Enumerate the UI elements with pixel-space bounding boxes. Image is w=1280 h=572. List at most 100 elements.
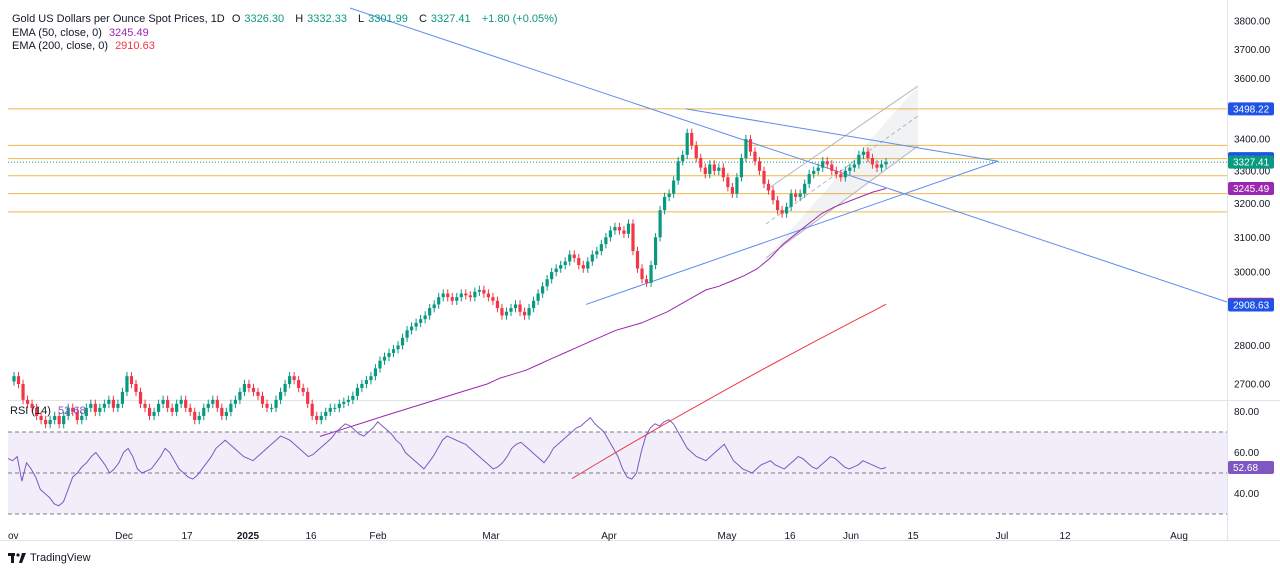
- candle-body: [821, 161, 825, 168]
- time-axis[interactable]: ov Dec 17 2025 16 Feb Mar Apr May 16 Jun 15 Jul 12 Aug: [8, 531, 1188, 542]
- candle-body: [373, 368, 378, 377]
- price-badges: 3498.223338.273336.493327.413245.492910.…: [1228, 102, 1274, 312]
- candle-body: [513, 304, 518, 309]
- candle-body: [414, 322, 418, 327]
- candle-body: [274, 399, 278, 408]
- candle-body: [681, 154, 685, 162]
- candle-body: [211, 399, 215, 404]
- candle-body: [283, 384, 287, 392]
- candle-body: [134, 384, 138, 392]
- candle-body: [545, 279, 549, 287]
- candle-body: [369, 376, 373, 381]
- price-badge-label: 3245.49: [1233, 184, 1270, 195]
- price-tick-label: 3300.00: [1234, 166, 1271, 177]
- candle-body: [71, 407, 75, 412]
- high-label: H: [295, 13, 304, 25]
- tradingview-brand[interactable]: TradingView: [8, 552, 91, 564]
- candle-body: [84, 407, 88, 416]
- candle-body: [278, 391, 283, 400]
- price-tick-label: 3400.00: [1234, 135, 1271, 146]
- price-tick-label: 3600.00: [1234, 74, 1271, 85]
- tradingview-logo-icon: [8, 553, 26, 563]
- candle-body: [635, 251, 640, 269]
- candle-body: [53, 415, 57, 421]
- candle-body: [175, 403, 179, 412]
- channel-upper-line: [765, 85, 919, 191]
- candle-body: [184, 399, 188, 408]
- ema200-legend: EMA (200, close, 0) 2910.63: [12, 40, 159, 53]
- candle-body: [500, 308, 504, 316]
- candle-body: [423, 315, 427, 320]
- candle-body: [152, 411, 156, 416]
- rsi-pane[interactable]: 80.00 60.00 40.00 52.68: [7, 407, 1274, 515]
- candle-body: [789, 193, 793, 207]
- candle-body: [30, 403, 34, 408]
- candles[interactable]: [12, 128, 888, 429]
- candle-body: [400, 337, 405, 346]
- candle-body: [166, 399, 170, 408]
- candle-body: [156, 403, 161, 412]
- time-tick-label: Apr: [601, 531, 617, 542]
- candle-body: [342, 401, 346, 404]
- candle-body: [66, 407, 70, 416]
- time-tick-label: Mar: [482, 531, 500, 542]
- candle-body: [464, 293, 468, 296]
- candle-body: [807, 174, 811, 184]
- candle-body: [441, 293, 445, 298]
- candle-body: [387, 352, 391, 357]
- rsi-background: [8, 402, 1227, 524]
- candle-body: [107, 399, 111, 404]
- rsi-tick-label: 40.00: [1234, 489, 1259, 500]
- candle-body: [111, 399, 115, 408]
- candle-body: [730, 187, 734, 194]
- candle-body: [861, 151, 866, 155]
- candle-body: [129, 376, 134, 384]
- candle-body: [608, 230, 612, 238]
- candle-body: [852, 164, 856, 168]
- ema200-label: EMA (200, close, 0): [12, 40, 108, 52]
- candle-body: [233, 399, 237, 404]
- candle-body: [531, 300, 536, 309]
- candle-body: [269, 407, 274, 409]
- candle-body: [848, 167, 852, 171]
- grid-layer: [0, 0, 1280, 541]
- candle-body: [572, 254, 576, 259]
- candle-body: [143, 403, 147, 408]
- candle-body: [378, 360, 382, 369]
- candle-body: [197, 415, 201, 421]
- candle-body: [536, 293, 540, 301]
- candle-body: [62, 415, 66, 425]
- candle-body: [712, 164, 716, 171]
- time-tick-label: 12: [1059, 531, 1071, 542]
- candle-body: [260, 395, 265, 404]
- candle-body: [798, 193, 802, 197]
- candle-body: [870, 158, 875, 165]
- horizontal-levels: [8, 108, 1227, 213]
- candle-body: [559, 265, 563, 269]
- candle-body: [780, 210, 784, 214]
- ema50-line: [319, 188, 887, 437]
- price-channel: [765, 85, 919, 259]
- candle-body: [120, 391, 125, 404]
- candle-body: [775, 200, 780, 211]
- candle-body: [785, 206, 789, 214]
- candle-body: [522, 311, 527, 316]
- candle-body: [224, 411, 228, 416]
- candle-body: [762, 170, 766, 184]
- candle-body: [658, 210, 662, 238]
- candle-body: [568, 254, 572, 262]
- candle-body: [649, 265, 653, 283]
- price-axis[interactable]: 3800.003700.003600.003500.003400.003300.…: [1234, 17, 1271, 391]
- close-label: C: [418, 13, 427, 25]
- candle-body: [324, 411, 328, 416]
- candle-body: [419, 319, 423, 323]
- candle-body: [297, 380, 301, 388]
- channel-lower-line: [765, 145, 919, 259]
- candle-body: [202, 407, 206, 416]
- candle-body: [766, 183, 771, 191]
- candle-body: [613, 227, 617, 231]
- candle-body: [563, 261, 567, 266]
- candle-body: [446, 293, 450, 298]
- candle-body: [676, 161, 680, 181]
